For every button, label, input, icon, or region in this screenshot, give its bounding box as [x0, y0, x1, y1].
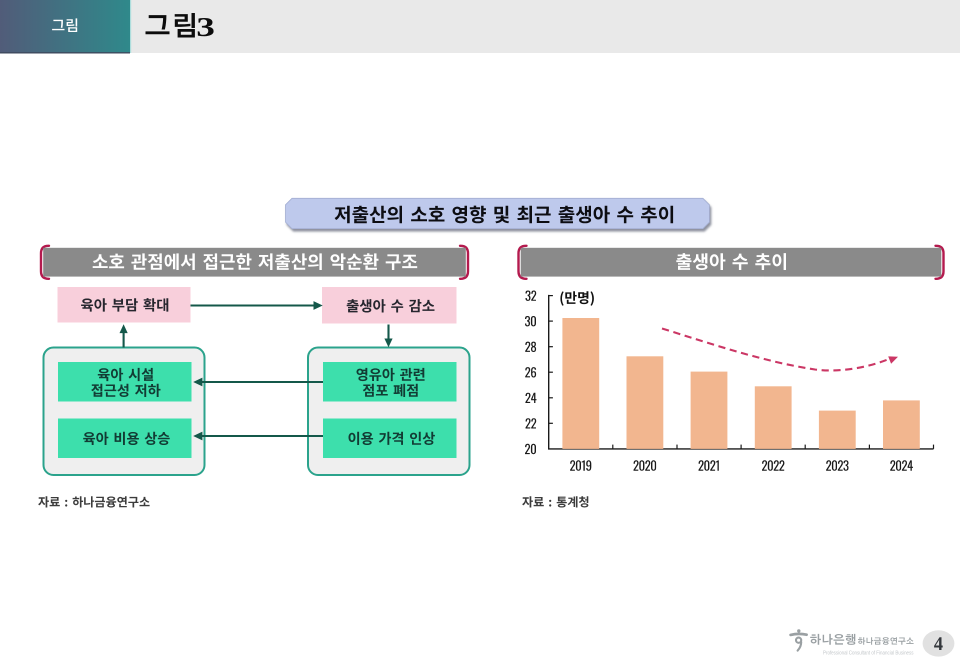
svg-text:Professional Consultant of Fin: Professional Consultant of Financial Bus… — [823, 650, 914, 656]
